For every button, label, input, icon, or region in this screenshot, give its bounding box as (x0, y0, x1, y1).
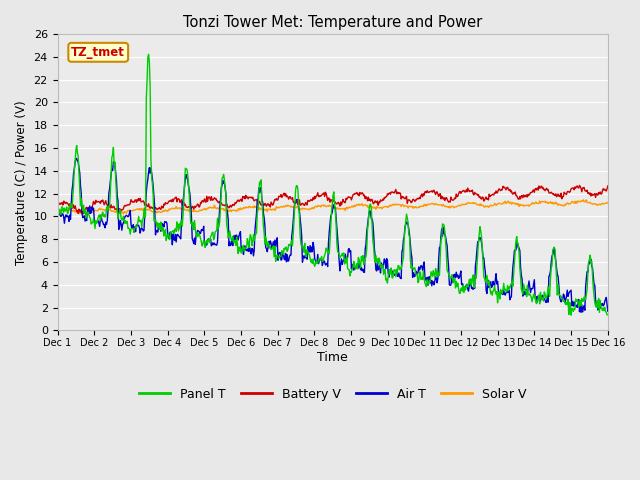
Battery V (54, 200, 61, 205)
Air T (577, 310, 585, 315)
Panel T (417, 269, 424, 275)
Solar V (63, 207, 71, 213)
Line: Air T: Air T (58, 158, 608, 312)
Panel T (401, 234, 408, 240)
Line: Solar V: Solar V (58, 200, 608, 214)
Air T (206, 239, 214, 244)
Solar V (579, 197, 587, 203)
Title: Tonzi Tower Met: Temperature and Power: Tonzi Tower Met: Temperature and Power (183, 15, 483, 30)
Panel T (63, 211, 71, 216)
Solar V (177, 206, 184, 212)
Battery V (206, 195, 214, 201)
Line: Battery V: Battery V (58, 185, 608, 214)
Solar V (417, 204, 424, 209)
Air T (63, 213, 71, 219)
Air T (177, 236, 184, 242)
Panel T (177, 219, 184, 225)
Solar V (401, 204, 408, 209)
Solar V (82, 211, 90, 217)
Air T (54, 213, 61, 218)
Solar V (54, 209, 61, 215)
Battery V (417, 196, 424, 202)
Solar V (604, 200, 612, 205)
Panel T (120, 216, 128, 222)
Battery V (177, 198, 184, 204)
Y-axis label: Temperature (C) / Power (V): Temperature (C) / Power (V) (15, 100, 28, 264)
Air T (121, 214, 129, 219)
Battery V (121, 203, 129, 208)
Battery V (401, 195, 408, 201)
Battery V (604, 183, 612, 189)
Panel T (54, 212, 61, 217)
Panel T (206, 240, 214, 245)
Air T (604, 308, 612, 314)
Legend: Panel T, Battery V, Air T, Solar V: Panel T, Battery V, Air T, Solar V (134, 383, 532, 406)
Battery V (63, 201, 71, 206)
Solar V (206, 204, 214, 210)
Battery V (80, 211, 88, 216)
Air T (73, 156, 81, 161)
Air T (417, 264, 424, 270)
X-axis label: Time: Time (317, 351, 348, 364)
Text: TZ_tmet: TZ_tmet (71, 46, 125, 59)
Panel T (604, 312, 612, 317)
Battery V (575, 182, 583, 188)
Panel T (145, 51, 152, 57)
Panel T (567, 312, 575, 318)
Line: Panel T: Panel T (58, 54, 608, 315)
Air T (401, 233, 408, 239)
Solar V (121, 209, 129, 215)
